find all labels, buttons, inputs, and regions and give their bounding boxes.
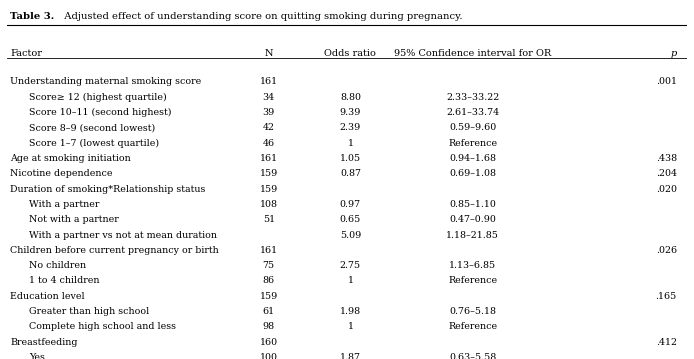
Text: 39: 39 <box>262 108 275 117</box>
Text: 34: 34 <box>263 93 275 102</box>
Text: Nicotine dependence: Nicotine dependence <box>10 169 113 178</box>
Text: 86: 86 <box>263 276 275 285</box>
Text: 0.65: 0.65 <box>340 215 361 224</box>
Text: 2.75: 2.75 <box>340 261 361 270</box>
Text: Score≥ 12 (highest quartile): Score≥ 12 (highest quartile) <box>29 93 167 102</box>
Text: 2.33–33.22: 2.33–33.22 <box>446 93 500 102</box>
Text: Odds ratio: Odds ratio <box>325 49 376 58</box>
Text: 98: 98 <box>263 322 275 331</box>
Text: 159: 159 <box>260 292 278 301</box>
Text: .165: .165 <box>656 292 677 301</box>
Text: Score 10–11 (second highest): Score 10–11 (second highest) <box>29 108 172 117</box>
Text: 159: 159 <box>260 185 278 194</box>
Text: Adjusted effect of understanding score on quitting smoking during pregnancy.: Adjusted effect of understanding score o… <box>58 12 462 22</box>
Text: N: N <box>264 49 273 58</box>
Text: 1.05: 1.05 <box>340 154 361 163</box>
Text: 2.39: 2.39 <box>340 123 361 132</box>
Text: Greater than high school: Greater than high school <box>29 307 150 316</box>
Text: 161: 161 <box>260 154 278 163</box>
Text: Table 3.: Table 3. <box>10 12 55 22</box>
Text: 61: 61 <box>263 307 275 316</box>
Text: 1: 1 <box>348 139 353 148</box>
Text: Score 8–9 (second lowest): Score 8–9 (second lowest) <box>29 123 155 132</box>
Text: 75: 75 <box>263 261 275 270</box>
Text: Factor: Factor <box>10 49 42 58</box>
Text: 9.39: 9.39 <box>340 108 361 117</box>
Text: 42: 42 <box>263 123 275 132</box>
Text: 51: 51 <box>263 215 275 224</box>
Text: Duration of smoking*Relationship status: Duration of smoking*Relationship status <box>10 185 205 194</box>
Text: 161: 161 <box>260 78 278 87</box>
Text: Yes: Yes <box>29 353 45 359</box>
Text: .020: .020 <box>656 185 677 194</box>
Text: 1.13–6.85: 1.13–6.85 <box>449 261 496 270</box>
Text: Understanding maternal smoking score: Understanding maternal smoking score <box>10 78 201 87</box>
Text: Not with a partner: Not with a partner <box>29 215 119 224</box>
Text: 46: 46 <box>263 139 275 148</box>
Text: 2.61–33.74: 2.61–33.74 <box>446 108 500 117</box>
Text: Reference: Reference <box>448 322 498 331</box>
Text: 0.97: 0.97 <box>340 200 361 209</box>
Text: 1.98: 1.98 <box>340 307 361 316</box>
Text: Breastfeeding: Breastfeeding <box>10 338 78 347</box>
Text: 0.94–1.68: 0.94–1.68 <box>449 154 496 163</box>
Text: .204: .204 <box>656 169 677 178</box>
Text: .026: .026 <box>656 246 677 255</box>
Text: Education level: Education level <box>10 292 85 301</box>
Text: 8.80: 8.80 <box>340 93 361 102</box>
Text: 0.63–5.58: 0.63–5.58 <box>449 353 496 359</box>
Text: Reference: Reference <box>448 276 498 285</box>
Text: 5.09: 5.09 <box>340 230 361 239</box>
Text: 161: 161 <box>260 246 278 255</box>
Text: 0.76–5.18: 0.76–5.18 <box>449 307 496 316</box>
Text: Age at smoking initiation: Age at smoking initiation <box>10 154 131 163</box>
Text: 159: 159 <box>260 169 278 178</box>
Text: 0.85–1.10: 0.85–1.10 <box>450 200 496 209</box>
Text: Children before current pregnancy or birth: Children before current pregnancy or bir… <box>10 246 219 255</box>
Text: 108: 108 <box>260 200 278 209</box>
Text: 0.69–1.08: 0.69–1.08 <box>449 169 496 178</box>
Text: Reference: Reference <box>448 139 498 148</box>
Text: 1.87: 1.87 <box>340 353 361 359</box>
Text: 0.87: 0.87 <box>340 169 361 178</box>
Text: 100: 100 <box>260 353 278 359</box>
Text: Complete high school and less: Complete high school and less <box>29 322 176 331</box>
Text: .001: .001 <box>656 78 677 87</box>
Text: p: p <box>670 49 677 58</box>
Text: 160: 160 <box>260 338 278 347</box>
Text: 0.47–0.90: 0.47–0.90 <box>450 215 496 224</box>
Text: With a partner vs not at mean duration: With a partner vs not at mean duration <box>29 230 217 239</box>
Text: .412: .412 <box>656 338 677 347</box>
Text: No children: No children <box>29 261 87 270</box>
Text: 0.59–9.60: 0.59–9.60 <box>449 123 496 132</box>
Text: 1 to 4 children: 1 to 4 children <box>29 276 100 285</box>
Text: 1.18–21.85: 1.18–21.85 <box>446 230 499 239</box>
Text: 1: 1 <box>348 276 353 285</box>
Text: 95% Confidence interval for OR: 95% Confidence interval for OR <box>394 49 552 58</box>
Text: Score 1–7 (lowest quartile): Score 1–7 (lowest quartile) <box>29 139 160 148</box>
Text: 1: 1 <box>348 322 353 331</box>
Text: With a partner: With a partner <box>29 200 100 209</box>
Text: .438: .438 <box>656 154 677 163</box>
